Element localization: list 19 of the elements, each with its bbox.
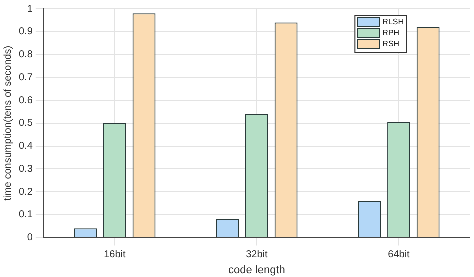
y-tick-label: 0.6 xyxy=(18,95,34,106)
y-tick-label: 0 xyxy=(27,232,34,244)
y-tick-label: 0.3 xyxy=(18,164,34,175)
y-tick-label: 1 xyxy=(27,4,34,15)
y-tick-label: 0.4 xyxy=(18,141,34,152)
y-tick-label: 0.7 xyxy=(18,72,34,84)
y-tick-label: 0.2 xyxy=(18,186,34,198)
y-tick-label: 0.5 xyxy=(18,118,34,130)
y-tick-label: 0.8 xyxy=(18,50,34,61)
x-tick-label: 16bit xyxy=(104,250,126,261)
legend-label: RPH xyxy=(382,28,400,38)
y-tick-label: 0.9 xyxy=(18,26,34,38)
x-axis-title: code length xyxy=(228,264,286,276)
y-axis-title: time consumption(tens of seconds) xyxy=(2,46,14,201)
legend-label: RLSH xyxy=(382,18,404,27)
x-tick-label: 32bit xyxy=(246,250,268,261)
x-tick-label: 64bit xyxy=(388,250,410,261)
legend-label: RSH xyxy=(382,40,400,49)
y-tick-label: 0.1 xyxy=(18,210,34,221)
